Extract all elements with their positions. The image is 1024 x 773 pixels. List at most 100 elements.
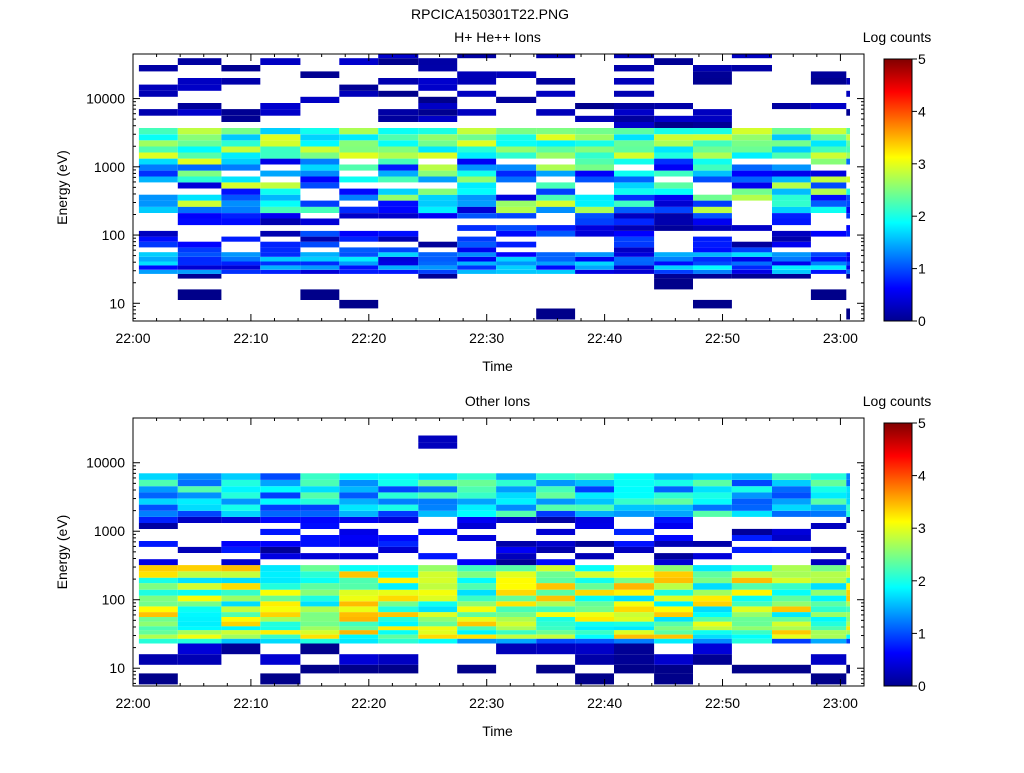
heatmap-cell xyxy=(575,213,614,219)
heatmap-cell xyxy=(693,252,732,257)
heatmap-cell xyxy=(810,621,847,627)
heatmap-cell xyxy=(260,654,301,665)
heatmap-cell xyxy=(810,134,847,141)
heatmap-cell xyxy=(300,583,340,590)
heatmap-cell xyxy=(654,170,693,177)
heatmap-cell xyxy=(138,612,178,617)
heatmap-cell xyxy=(300,261,340,266)
heatmap-cell xyxy=(418,213,458,219)
heatmap-cell xyxy=(772,170,811,177)
heatmap-cell xyxy=(536,546,576,553)
heatmap-cell xyxy=(260,583,301,590)
heatmap-cell xyxy=(614,152,655,159)
heatmap-cell xyxy=(536,206,576,213)
heatmap-cell xyxy=(614,121,655,128)
y-tick-label: 10000 xyxy=(86,91,125,107)
heatmap-cell xyxy=(693,241,732,248)
heatmap-cell xyxy=(177,634,222,639)
heatmap-cell xyxy=(300,577,340,584)
heatmap-cell xyxy=(575,230,614,237)
heatmap-cell xyxy=(772,601,811,607)
heatmap-cell xyxy=(177,269,222,274)
heatmap-cell xyxy=(177,612,222,617)
x-tick-label: 23:00 xyxy=(823,330,858,346)
heatmap-cell xyxy=(177,571,222,578)
heatmap-cell xyxy=(772,236,811,242)
heatmap-cell xyxy=(457,638,497,644)
heatmap-cell xyxy=(772,492,811,499)
x-tick-label: 23:00 xyxy=(823,695,858,711)
heatmap-cell xyxy=(536,308,576,320)
heatmap-cell xyxy=(575,504,614,511)
heatmap-cell xyxy=(693,577,732,584)
heatmap-cell xyxy=(496,510,537,517)
heatmap-cell xyxy=(378,206,419,213)
heatmap-cell xyxy=(693,236,732,242)
heatmap-cell xyxy=(846,109,850,116)
heatmap-cell xyxy=(772,134,811,141)
heatmap-cell xyxy=(260,606,301,613)
heatmap-cell xyxy=(138,617,178,622)
heatmap-cell xyxy=(536,152,576,159)
heatmap-cell xyxy=(772,176,811,183)
heatmap-cell xyxy=(339,213,379,219)
heatmap-cell xyxy=(693,128,732,135)
heatmap-cell xyxy=(221,546,261,553)
heatmap-cell xyxy=(418,103,458,110)
heatmap-cell xyxy=(221,218,261,226)
heatmap-cell xyxy=(339,480,379,487)
heatmap-cell xyxy=(378,571,419,578)
heatmap-cell xyxy=(496,200,537,207)
heatmap-cell xyxy=(260,230,301,237)
heatmap-cell xyxy=(339,84,379,91)
heatmap-cell xyxy=(810,510,847,517)
heatmap-cell xyxy=(496,621,537,627)
heatmap-cell xyxy=(693,504,732,511)
heatmap-cell xyxy=(138,176,178,183)
heatmap-cell xyxy=(496,241,537,248)
heatmap-cell xyxy=(614,473,655,480)
heatmap-cell xyxy=(221,498,261,505)
heatmap-cell xyxy=(810,128,847,135)
heatmap-cell xyxy=(536,170,576,177)
heatmap-cell xyxy=(177,218,222,226)
heatmap-cell xyxy=(536,164,576,171)
y-tick-label: 100 xyxy=(102,592,126,608)
heatmap-cell xyxy=(575,200,614,207)
heatmap-cell xyxy=(654,188,693,195)
heatmap-cell xyxy=(536,486,576,493)
heatmap-cell xyxy=(536,634,576,639)
heatmap-cell xyxy=(575,553,614,560)
heatmap-cell xyxy=(614,65,655,72)
heatmap-cell xyxy=(418,140,458,147)
heatmap-cell xyxy=(418,617,458,622)
heatmap-cell xyxy=(378,626,419,631)
heatmap-cell xyxy=(457,200,497,207)
heatmap-cell xyxy=(260,630,301,635)
heatmap-cell xyxy=(177,577,222,584)
heatmap-cell xyxy=(654,194,693,201)
heatmap-cell xyxy=(846,146,850,153)
heatmap-cell xyxy=(614,626,655,631)
heatmap-cell xyxy=(496,577,537,584)
heatmap-cell xyxy=(846,206,850,213)
heatmap-cell xyxy=(260,516,301,523)
heatmap-cell xyxy=(846,606,850,613)
heatmap-cell xyxy=(496,194,537,201)
heatmap-cell xyxy=(177,626,222,631)
heatmap-cell xyxy=(693,630,732,635)
heatmap-cell xyxy=(731,565,772,572)
heatmap-cell xyxy=(772,664,811,674)
heatmap-cell xyxy=(846,492,850,499)
heatmap-cell xyxy=(300,176,340,183)
heatmap-cell xyxy=(496,589,537,596)
heatmap-cell xyxy=(177,654,222,665)
heatmap-cell xyxy=(339,583,379,590)
heatmap-cell xyxy=(378,54,419,59)
heatmap-cell xyxy=(457,182,497,189)
heatmap-cell xyxy=(614,54,655,59)
heatmap-cell xyxy=(221,213,261,219)
heatmap-cell xyxy=(496,630,537,635)
heatmap-cell xyxy=(138,510,178,517)
heatmap-cell xyxy=(177,498,222,505)
